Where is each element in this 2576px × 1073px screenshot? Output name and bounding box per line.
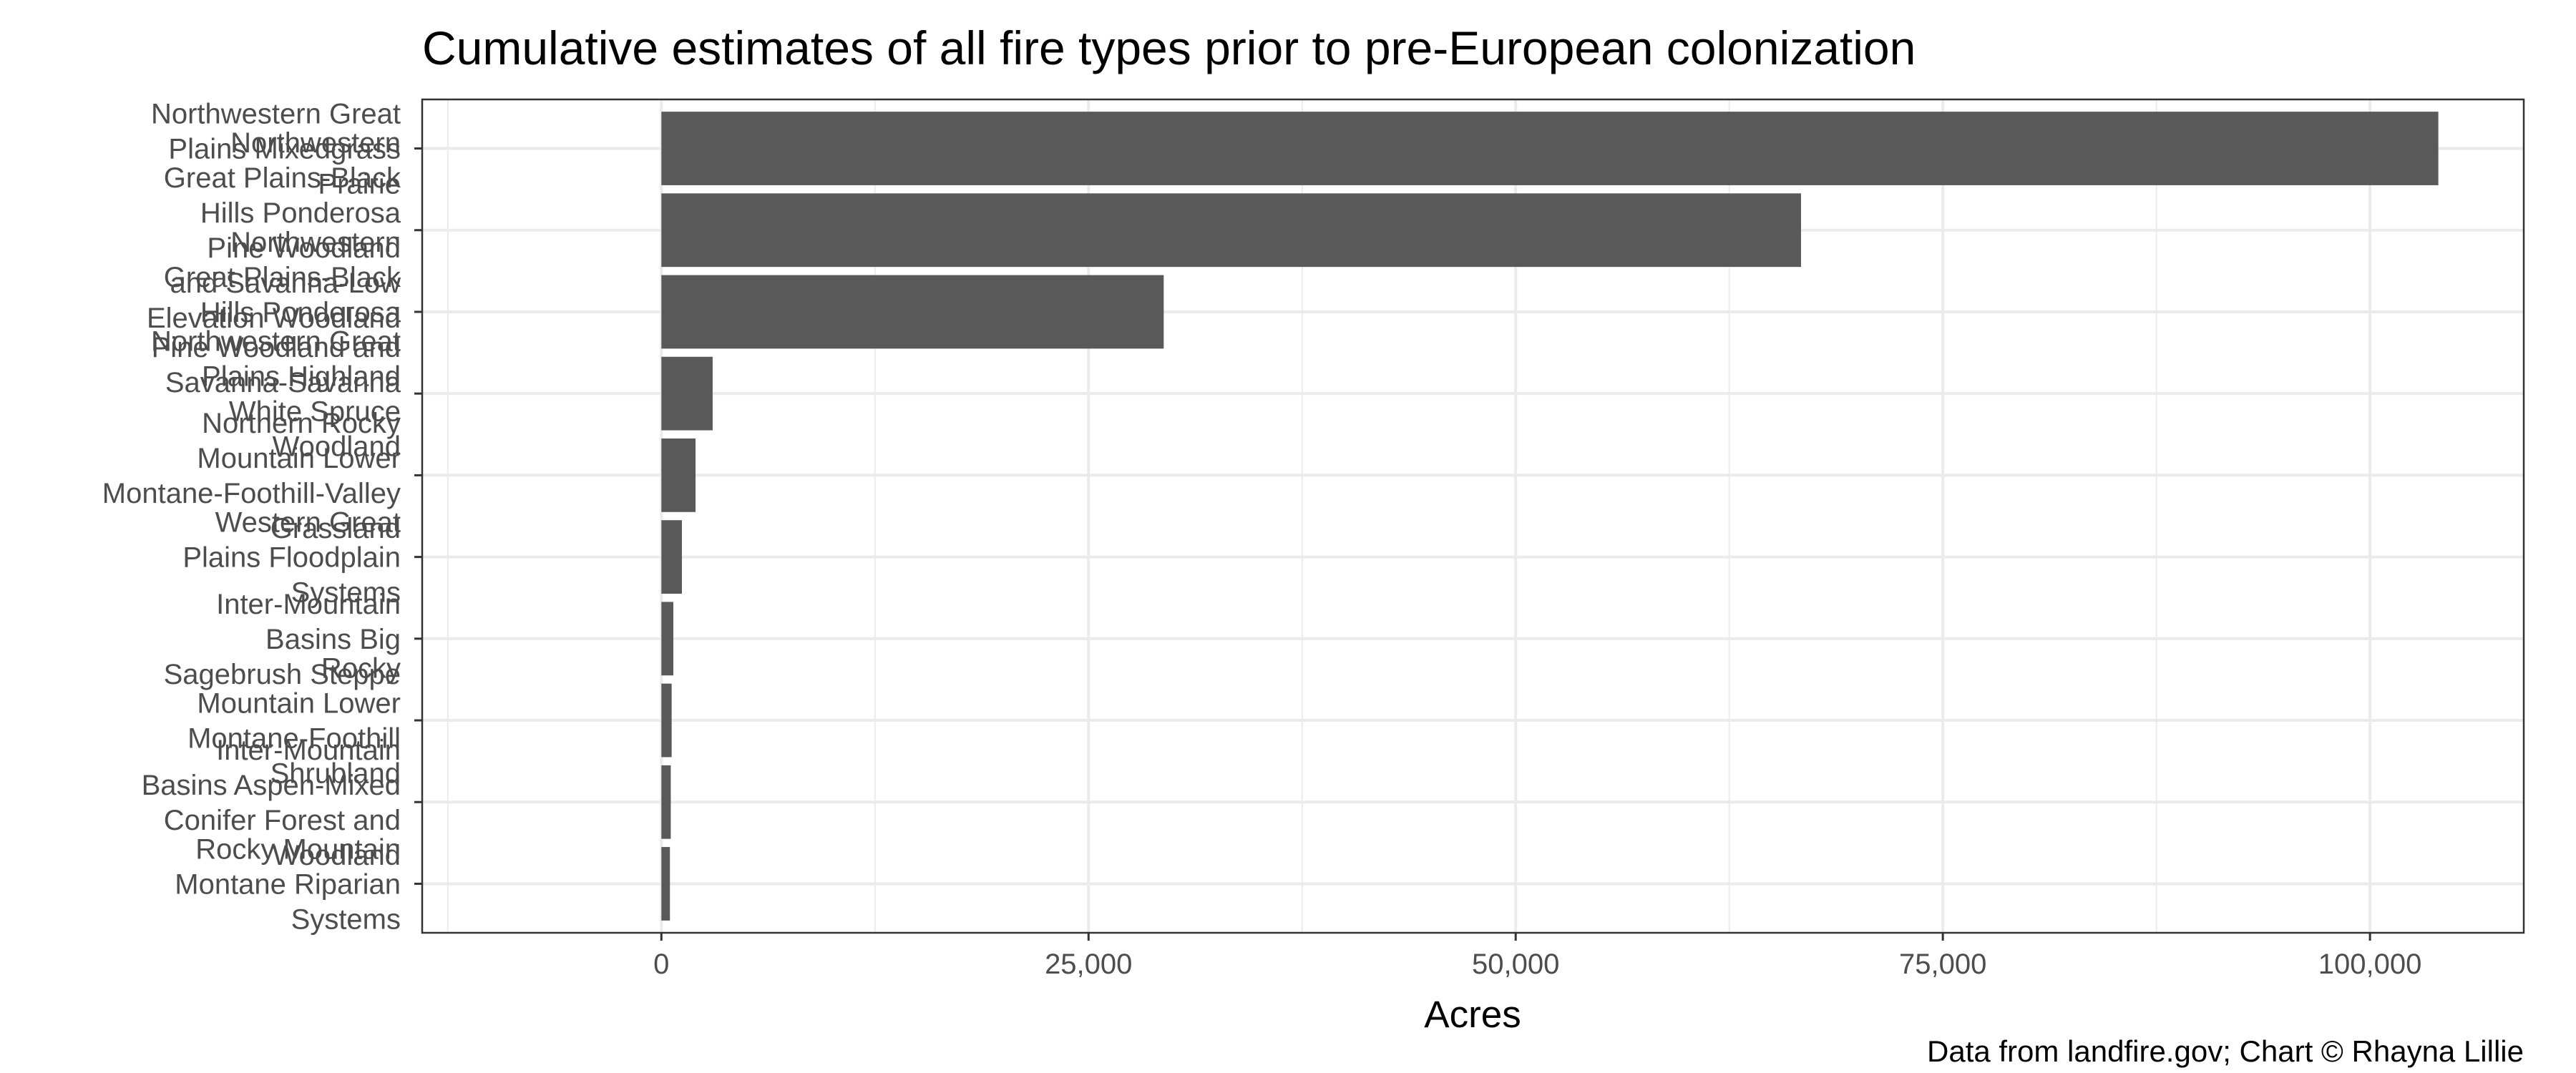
x-tick-label: 100,000 bbox=[2318, 949, 2422, 980]
x-tick-label: 50,000 bbox=[1472, 949, 1559, 980]
x-tick-label: 25,000 bbox=[1045, 949, 1132, 980]
x-axis: 0 25,000 50,000 75,000 100,000 bbox=[653, 933, 2421, 980]
y-tick-label: Northwestern Great Plains-Black Hills Pond… bbox=[152, 227, 401, 398]
y-tick-label: Western Great Plains Floodplain Systems bbox=[182, 507, 401, 609]
bar bbox=[661, 275, 1164, 349]
bar bbox=[661, 847, 670, 921]
x-tick-label: 0 bbox=[653, 949, 669, 980]
bar bbox=[661, 683, 672, 758]
bar bbox=[661, 602, 674, 676]
y-tick-label: Rocky Mountain Montane Riparian Systems bbox=[175, 833, 401, 935]
chart-caption: Data from landfire.gov; Chart © Rhayna L… bbox=[1927, 1034, 2524, 1068]
bar bbox=[661, 765, 671, 839]
panel-border bbox=[421, 98, 2525, 934]
chart-title: Cumulative estimates of all fire types p… bbox=[422, 21, 1916, 74]
y-tick-label: Northern Rocky Mountain Lower Montane-Foot… bbox=[102, 408, 401, 544]
x-tick-label: 75,000 bbox=[1899, 949, 1986, 980]
y-tick-label: Rocky Mountain Lower Montane-Foothill Shrub… bbox=[187, 653, 401, 790]
bars bbox=[661, 112, 2439, 921]
bar bbox=[661, 438, 696, 512]
y-tick-label: Northwestern Great Plains Highland White S… bbox=[151, 326, 401, 463]
y-tick-label: Northwestern Great Plains-Black Hills Pond… bbox=[147, 127, 401, 334]
bar bbox=[661, 356, 713, 431]
y-tick-label: Inter-Mountain Basins Aspen-Mixed Conifer … bbox=[142, 735, 401, 871]
bar bbox=[661, 193, 1801, 268]
x-axis-title: Acres bbox=[1424, 994, 1521, 1036]
bar bbox=[661, 112, 2439, 185]
y-tick-label: Inter-Mountain Basins Big Sagebrush Steppe bbox=[164, 589, 401, 690]
bar bbox=[661, 520, 682, 594]
y-tick-label: Northwestern Great Plains Mixedgrass Prair… bbox=[151, 99, 401, 200]
y-axis: Northwestern Great Plains Mixedgrass Prair… bbox=[102, 99, 422, 935]
